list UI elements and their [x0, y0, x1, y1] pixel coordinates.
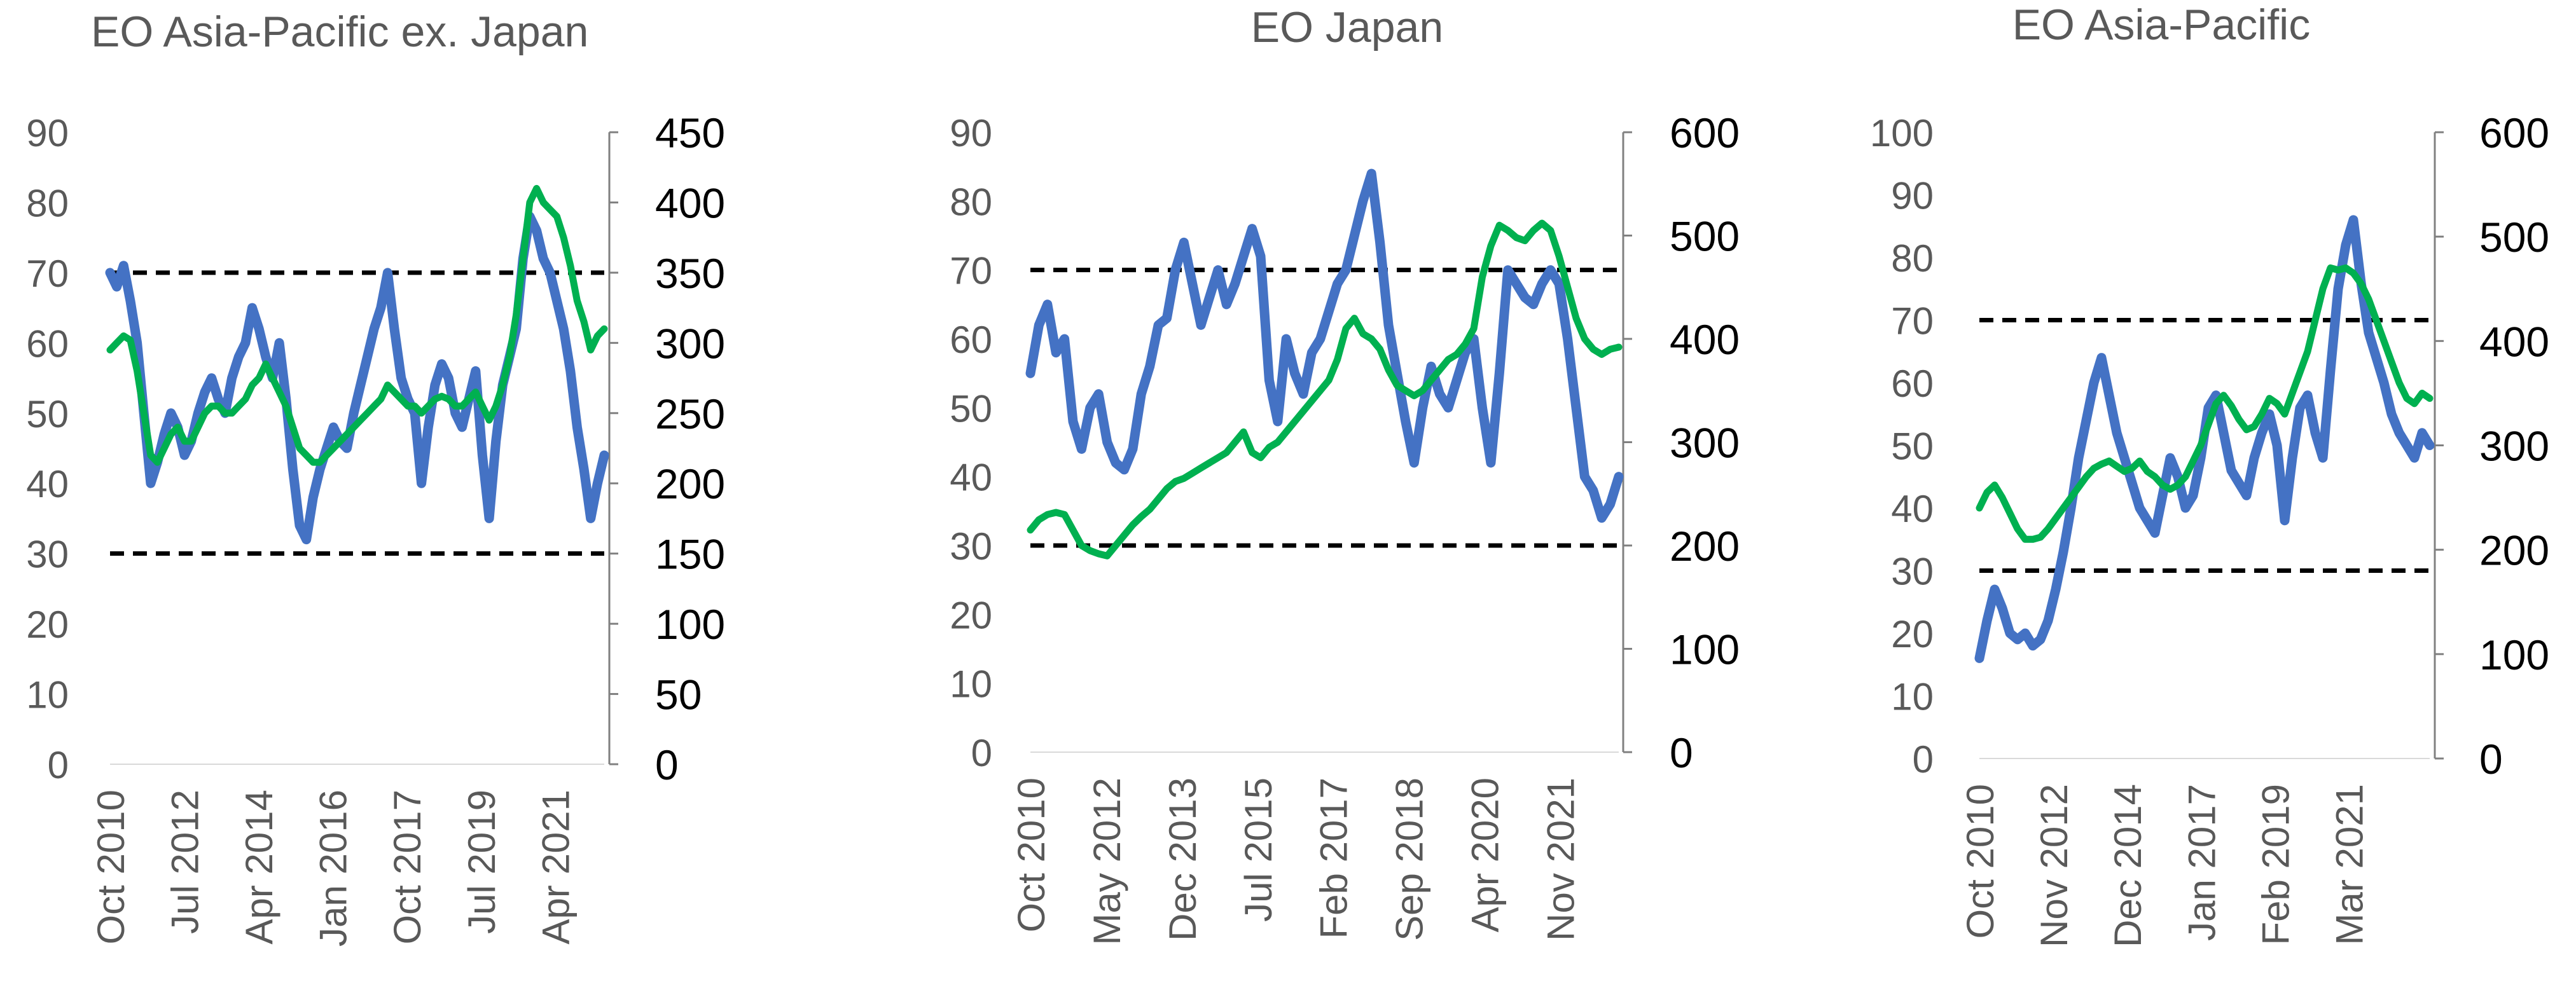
right-axis-tick-label: 200	[1670, 523, 1740, 570]
left-axis-tick-label: 80	[1891, 237, 1934, 280]
x-axis-tick-label: Apr 2020	[1464, 778, 1507, 933]
x-axis-tick-label: Jul 2015	[1237, 778, 1280, 922]
x-axis-tick-label: Jul 2012	[164, 790, 207, 934]
left-axis-tick-label: 60	[950, 319, 992, 361]
left-axis-tick-label: 0	[971, 732, 992, 774]
left-axis-tick-label: 90	[26, 112, 69, 154]
right-axis-tick-label: 400	[655, 179, 725, 226]
x-axis-tick-label: Nov 2021	[1540, 778, 1582, 941]
left-axis-tick-label: 50	[26, 393, 69, 436]
right-axis-tick-label: 0	[655, 741, 679, 788]
right-axis-tick-label: 400	[2479, 318, 2549, 365]
x-axis-tick-label: Dec 2014	[2107, 784, 2149, 947]
left-axis-tick-label: 0	[48, 744, 69, 786]
left-axis-tick-label: 30	[1891, 551, 1934, 593]
chart-title: EO Asia-Pacific	[2012, 1, 2311, 49]
series-line-green	[106, 184, 608, 466]
left-axis-tick-label: 30	[26, 533, 69, 576]
left-axis-tick-label: 10	[1891, 676, 1934, 718]
x-axis-tick-label: Jul 2019	[460, 790, 503, 934]
series-line-blue	[105, 212, 609, 545]
left-axis-tick-label: 70	[950, 250, 992, 292]
x-axis-tick-label: Oct 2010	[90, 790, 132, 945]
left-axis-tick-label: 40	[950, 456, 992, 499]
x-axis-tick-label: Jan 2016	[312, 790, 355, 947]
x-axis-tick-label: Oct 2010	[1010, 778, 1053, 933]
right-axis-tick-label: 0	[2479, 736, 2503, 783]
x-axis-tick-label: Sep 2018	[1388, 778, 1431, 941]
x-axis-tick-label: Oct 2017	[386, 790, 429, 945]
left-axis-tick-label: 90	[1891, 175, 1934, 217]
left-axis-tick-label: 70	[1891, 300, 1934, 343]
chart-panel-1: EO Asia-Pacific ex. Japan 0 10 20 30 40 50 60 70…	[26, 8, 725, 947]
series-line-green	[1976, 264, 2434, 543]
left-axis-tick-label: 20	[1891, 613, 1934, 655]
right-axis-tick-label: 300	[2479, 423, 2549, 470]
left-axis-tick-label: 50	[950, 387, 992, 430]
x-axis-tick-label: Feb 2017	[1313, 778, 1355, 939]
x-axis-tick-label: May 2012	[1086, 778, 1128, 945]
left-axis-tick-label: 50	[1891, 425, 1934, 468]
left-axis-tick-label: 90	[950, 112, 992, 154]
right-axis-tick-label: 200	[655, 460, 725, 507]
x-axis-tick-label: Oct 2010	[1959, 784, 2002, 939]
right-axis-tick-label: 0	[1670, 729, 1693, 776]
x-axis-tick-label: Jan 2017	[2180, 784, 2223, 941]
right-axis-tick-label: 50	[655, 671, 702, 718]
chart-title: EO Asia-Pacific ex. Japan	[91, 8, 588, 56]
left-axis-tick-label: 70	[26, 252, 69, 295]
series-line-blue	[1025, 168, 1624, 523]
right-axis-tick-label: 450	[655, 109, 725, 156]
x-axis-tick-label: Feb 2019	[2254, 784, 2297, 945]
left-axis-tick-label: 10	[26, 674, 69, 717]
left-axis-tick-label: 40	[26, 463, 69, 505]
x-axis-tick-label: Dec 2013	[1161, 778, 1204, 941]
right-axis-tick-label: 300	[1670, 420, 1740, 467]
left-axis-tick-label: 60	[26, 322, 69, 365]
x-axis-tick-label: Apr 2021	[534, 790, 577, 945]
left-axis-tick-label: 80	[26, 182, 69, 224]
left-axis-tick-label: 10	[950, 663, 992, 706]
left-axis-tick-label: 20	[26, 603, 69, 646]
left-axis-tick-label: 80	[950, 181, 992, 223]
right-axis-tick-label: 600	[1670, 109, 1740, 156]
chart-panel-3: EO Asia-Pacific 0 10 20 30 40 50 60 70 80 90 100 0 10…	[1870, 1, 2549, 947]
right-axis-tick-label: 350	[655, 250, 725, 297]
right-axis-tick-label: 150	[655, 531, 725, 578]
right-axis-tick-label: 100	[2479, 631, 2549, 678]
x-axis-tick-label: Mar 2021	[2329, 784, 2371, 945]
left-axis-tick-label: 0	[1913, 738, 1934, 781]
right-axis-tick-label: 500	[2479, 214, 2549, 261]
x-axis-tick-label: Apr 2014	[238, 790, 280, 945]
right-axis-tick-label: 500	[1670, 213, 1740, 260]
left-axis-tick-label: 30	[950, 525, 992, 568]
right-axis-tick-label: 600	[2479, 109, 2549, 156]
right-axis-tick-label: 300	[655, 320, 725, 367]
left-axis-tick-label: 100	[1870, 112, 1934, 154]
right-axis-tick-label: 100	[655, 601, 725, 648]
chart-title: EO Japan	[1251, 3, 1443, 51]
right-axis-tick-label: 200	[2479, 527, 2549, 574]
left-axis-tick-label: 20	[950, 594, 992, 636]
series-line-green	[1027, 219, 1623, 559]
right-axis-tick-label: 250	[655, 390, 725, 437]
chart-panel-2: EO Japan 0 10 20 30 40 50 60 70 80 90 0 100 200 300 400…	[950, 3, 1740, 945]
left-axis-tick-label: 40	[1891, 488, 1934, 530]
right-axis-tick-label: 100	[1670, 626, 1740, 673]
right-axis-tick-label: 400	[1670, 316, 1740, 363]
left-axis-tick-label: 60	[1891, 362, 1934, 405]
x-axis-tick-label: Nov 2012	[2033, 784, 2075, 947]
